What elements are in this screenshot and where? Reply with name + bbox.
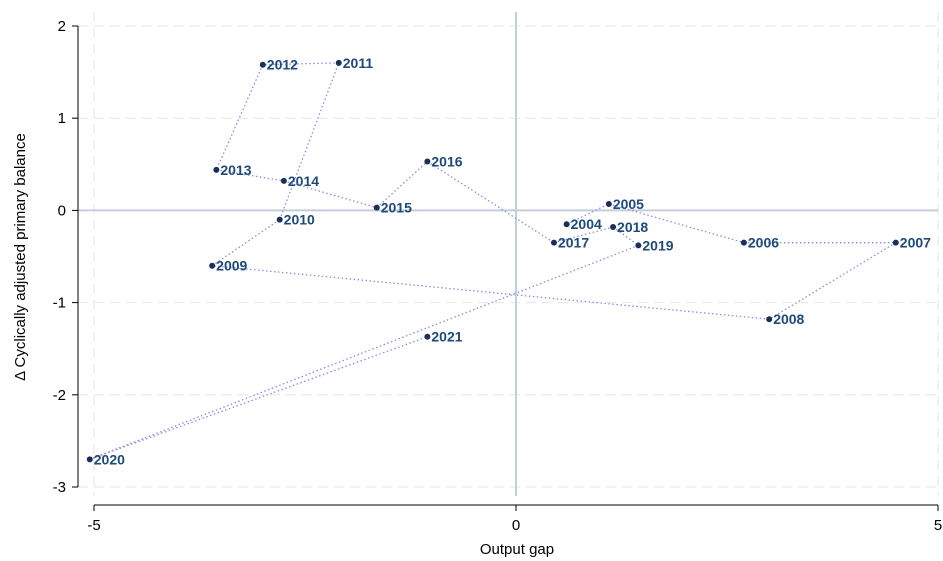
point-label-2005: 2005 <box>613 196 644 212</box>
point-label-2009: 2009 <box>216 258 247 274</box>
point-2004 <box>563 221 570 228</box>
point-label-2013: 2013 <box>220 162 251 178</box>
point-2015 <box>373 204 380 211</box>
point-label-2020: 2020 <box>94 451 125 467</box>
x-tick-label-1: 0 <box>512 517 520 534</box>
point-label-2012: 2012 <box>267 57 298 73</box>
point-2014 <box>280 177 287 184</box>
point-label-2007: 2007 <box>900 235 931 251</box>
y-tick-label-0: -3 <box>53 479 66 496</box>
point-label-2008: 2008 <box>773 311 804 327</box>
connector-2005-2006 <box>608 203 745 244</box>
point-2017 <box>550 239 557 246</box>
reference-lines <box>78 12 938 496</box>
y-axis-title: Δ Cyclically adjusted primary balance <box>12 133 29 381</box>
point-label-2021: 2021 <box>431 329 462 345</box>
y-tick-label-2: -1 <box>53 295 66 312</box>
point-2012 <box>259 61 266 68</box>
connector-2016-2017 <box>427 160 555 244</box>
connector-2009-2010 <box>211 219 281 267</box>
connector-2008-2009 <box>212 265 770 320</box>
point-label-2016: 2016 <box>431 154 462 170</box>
axes: -3 -2 -1 0 1 2 -5 0 5 <box>53 18 943 534</box>
point-2013 <box>213 166 220 173</box>
point-label-2017: 2017 <box>558 235 589 251</box>
connector-2018-2019 <box>612 226 639 246</box>
y-tick-label-3: 0 <box>58 202 66 219</box>
point-2020 <box>86 456 93 463</box>
point-label-2004: 2004 <box>571 216 602 232</box>
point-2010 <box>276 216 283 223</box>
point-label-2019: 2019 <box>642 237 673 253</box>
point-labels: 2004 2005 2006 2007 2008 2009 2010 2011 2012 2013… <box>94 55 931 467</box>
y-tick-label-1: -2 <box>53 387 66 404</box>
x-tick-label-0: -5 <box>87 517 100 534</box>
connector-2014-2015 <box>283 180 377 209</box>
point-2016 <box>424 158 431 165</box>
y-tick-label-4: 1 <box>58 110 66 127</box>
connector-2013-2014 <box>216 169 285 182</box>
data-points <box>86 59 899 463</box>
point-label-2015: 2015 <box>381 200 412 216</box>
connector-2007-2008 <box>768 242 897 320</box>
point-2019 <box>635 242 642 249</box>
point-2007 <box>892 239 899 246</box>
point-label-2011: 2011 <box>343 55 374 71</box>
x-axis-title: Output gap <box>480 541 554 558</box>
point-2006 <box>740 239 747 246</box>
point-2011 <box>335 59 342 66</box>
point-label-2018: 2018 <box>617 219 648 235</box>
point-2009 <box>209 262 216 269</box>
point-2005 <box>605 200 612 207</box>
connector-lines <box>89 62 897 460</box>
y-tick-label-5: 2 <box>58 18 66 35</box>
point-2021 <box>424 333 431 340</box>
connector-2015-2016 <box>376 161 428 209</box>
point-2008 <box>766 316 773 323</box>
point-label-2010: 2010 <box>284 212 315 228</box>
point-2018 <box>610 223 617 230</box>
point-label-2014: 2014 <box>288 173 319 189</box>
connector-2011-2012 <box>262 62 339 66</box>
x-tick-label-2: 5 <box>934 517 942 534</box>
connector-2012-2013 <box>215 64 264 171</box>
point-label-2006: 2006 <box>748 235 779 251</box>
